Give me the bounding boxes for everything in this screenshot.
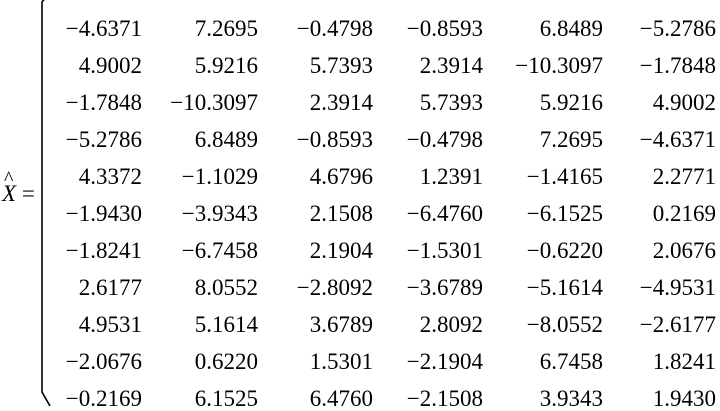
- matrix-cell: 6.8489: [194, 127, 258, 152]
- matrix-cell: −1.1029: [181, 164, 258, 189]
- matrix-cell: −6.7458: [181, 238, 258, 263]
- matrix-cell: 4.9002: [652, 90, 716, 115]
- matrix-cell: −5.1614: [526, 275, 603, 300]
- matrix-cell: −4.6371: [65, 16, 142, 41]
- matrix-cell: −0.4798: [406, 127, 483, 152]
- matrix-cell: −4.6371: [639, 127, 716, 152]
- matrix-cell: −6.4760: [406, 201, 483, 226]
- matrix-cell: 5.7393: [419, 90, 483, 115]
- matrix-cell: −2.8092: [296, 275, 373, 300]
- matrix-cell: −5.2786: [65, 127, 142, 152]
- matrix-cell: 6.7458: [539, 349, 603, 374]
- matrix-cell: −1.4165: [526, 164, 603, 189]
- matrix-cell: −0.8593: [406, 16, 483, 41]
- matrix-cell: −5.2786: [639, 16, 716, 41]
- matrix-cell: 3.9343: [539, 386, 603, 411]
- matrix-cell: 1.2391: [419, 164, 483, 189]
- matrix-cell: −10.3097: [515, 53, 603, 78]
- matrix-cell: −1.8241: [65, 238, 142, 263]
- matrix-cell: 7.2695: [539, 127, 603, 152]
- matrix-cell: 1.5301: [309, 349, 373, 374]
- matrix-cell: −0.4798: [296, 16, 373, 41]
- matrix-cell: 2.3914: [309, 90, 373, 115]
- matrix-cell: −2.1904: [406, 349, 483, 374]
- matrix-cell: 4.9531: [78, 312, 142, 337]
- matrix-cell: −1.5301: [406, 238, 483, 263]
- matrix-cell: −2.1508: [406, 386, 483, 411]
- matrix-cell: −0.8593: [296, 127, 373, 152]
- matrix-cell: 5.9216: [194, 53, 258, 78]
- matrix-cell: 4.9002: [78, 53, 142, 78]
- matrix-cell: 2.1508: [309, 201, 373, 226]
- matrix-cell: 6.4760: [309, 386, 373, 411]
- hat-accent: ^: [4, 168, 14, 190]
- matrix-cell: 1.8241: [652, 349, 716, 374]
- matrix-cell: −1.7848: [65, 90, 142, 115]
- matrix-cell: 4.6796: [309, 164, 373, 189]
- matrix-cell: 2.2771: [652, 164, 716, 189]
- matrix-cell: 0.6220: [194, 349, 258, 374]
- matrix-cell: −0.2169: [65, 386, 142, 411]
- matrix-cell: 2.6177: [78, 275, 142, 300]
- matrix-cell: 5.1614: [194, 312, 258, 337]
- matrix-cell: 2.8092: [419, 312, 483, 337]
- matrix-cell: 0.2169: [652, 201, 716, 226]
- equals-sign: =: [21, 181, 35, 206]
- matrix-cell: −2.0676: [65, 349, 142, 374]
- matrix-cell: 1.9430: [652, 386, 716, 411]
- matrix-cell: 5.7393: [309, 53, 373, 78]
- matrix-cell: −6.1525: [526, 201, 603, 226]
- matrix-cell: 2.3914: [419, 53, 483, 78]
- x-variable: X: [2, 181, 17, 206]
- matrix-cell: 2.0676: [652, 238, 716, 263]
- matrix-cell: 7.2695: [194, 16, 258, 41]
- matrix-cell: −8.0552: [526, 312, 603, 337]
- matrix-cell: −2.6177: [639, 312, 716, 337]
- matrix-cell: −0.6220: [526, 238, 603, 263]
- matrix-cell: −10.3097: [170, 90, 258, 115]
- matrix-cell: 8.0552: [194, 275, 258, 300]
- matrix-cell: 4.3372: [78, 164, 142, 189]
- matrix-cell: −1.9430: [65, 201, 142, 226]
- matrix-cell: 3.6789: [309, 312, 373, 337]
- matrix-cell: −3.9343: [181, 201, 258, 226]
- left-brace-bracket: [41, 0, 51, 406]
- matrix-cell: −3.6789: [406, 275, 483, 300]
- matrix-cell: 6.8489: [539, 16, 603, 41]
- matrix-cell: 6.1525: [194, 386, 258, 411]
- matrix-cell: 2.1904: [309, 238, 373, 263]
- matrix-cell: 5.9216: [539, 90, 603, 115]
- matrix-cell: −4.9531: [639, 275, 716, 300]
- equation-lhs: ^ X =: [2, 168, 35, 214]
- matrix-cell: −1.7848: [639, 53, 716, 78]
- x-hat-symbol: ^ X: [2, 168, 17, 214]
